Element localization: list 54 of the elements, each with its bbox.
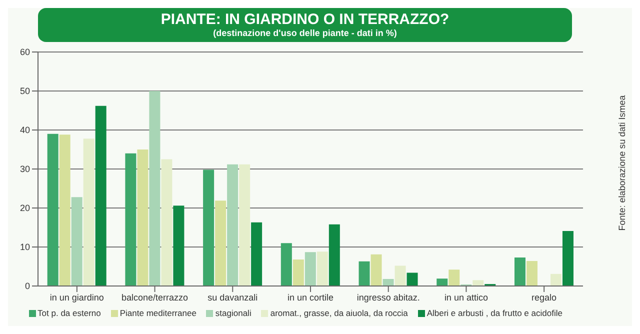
bar <box>382 278 394 286</box>
bar <box>125 153 136 286</box>
bar <box>328 224 340 286</box>
legend-label: Alberi e arbusti , da frutto e acidofile <box>426 308 562 318</box>
legend-label: Piante mediterranee <box>118 308 196 318</box>
bar <box>251 222 262 286</box>
chart-subtitle: (destinazione d'uso delle piante - dati in %) <box>212 28 398 38</box>
y-tick-label: 0 <box>24 281 30 292</box>
legend-label: aromat., grasse, da aiuola, da roccia <box>269 308 408 318</box>
bar <box>227 164 238 286</box>
bar <box>448 270 460 286</box>
bar <box>149 91 160 286</box>
y-tick-label: 20 <box>20 203 30 214</box>
chart-title: PIANTE: IN GIARDINO O IN TERRAZZO? <box>160 11 450 28</box>
y-tick-label: 50 <box>20 86 30 96</box>
x-tick-label: in un giardino <box>50 292 104 302</box>
bar <box>59 134 70 286</box>
legend-label: Tot p. da esterno <box>36 308 101 318</box>
x-tick-label: su davanzali <box>208 292 258 302</box>
source-note: Fonte: elaborazione su dati Ismea <box>617 94 627 233</box>
y-tick-label: 10 <box>20 242 30 252</box>
bar <box>173 206 184 286</box>
bar <box>239 164 250 286</box>
bar <box>358 261 370 286</box>
bar <box>526 261 538 286</box>
x-tick-label: in un cortile <box>287 292 334 302</box>
bar <box>370 254 382 286</box>
bar <box>550 274 562 286</box>
x-tick-label: ingresso abitaz. <box>356 292 420 302</box>
bar <box>161 159 172 286</box>
bar <box>472 280 484 286</box>
bar <box>316 252 328 286</box>
bar <box>436 278 448 286</box>
bar <box>406 272 418 286</box>
bar <box>71 197 82 286</box>
bar <box>47 134 58 286</box>
bar <box>137 150 148 286</box>
x-tick-label: balcone/terrazzo <box>122 292 188 302</box>
bar <box>83 138 94 286</box>
bar <box>562 231 574 286</box>
x-tick-label: regalo <box>532 292 557 302</box>
y-tick-label: 60 <box>20 47 30 58</box>
bar <box>514 258 526 286</box>
bar <box>394 266 406 286</box>
y-tick-label: 30 <box>20 164 30 174</box>
bar <box>304 252 316 286</box>
legend-label: stagionali <box>214 308 252 318</box>
bar <box>280 243 292 286</box>
bar <box>95 106 106 286</box>
x-tick-label: in un attico <box>444 292 488 302</box>
bar <box>203 170 214 286</box>
y-tick-label: 40 <box>20 125 30 136</box>
bar <box>292 259 304 286</box>
bar <box>215 200 226 286</box>
